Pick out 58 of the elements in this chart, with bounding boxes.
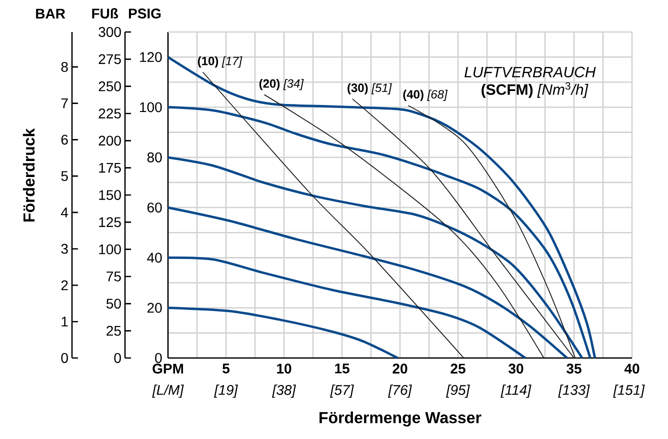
y2-tick-label: 0 [114, 353, 121, 363]
y3-axis-title: BAR [36, 8, 66, 18]
y3-tick-label: 1 [62, 316, 68, 326]
x2-tick-label: [38] [272, 384, 296, 398]
x-tick-label: 35 [566, 364, 582, 374]
x-tick-label: 20 [392, 364, 408, 374]
y2-tick-label: 100 [99, 244, 121, 254]
y-tick-label: 20 [147, 302, 162, 313]
y-tick-label: 0 [155, 353, 162, 363]
y2-tick-label: 225 [98, 108, 121, 118]
x-tick-label: 25 [450, 364, 466, 374]
y3-tick-label: 4 [60, 208, 68, 218]
y2-tick-label: 50 [106, 298, 121, 309]
y-tick-label: 40 [147, 252, 162, 263]
y3-tick-label: 3 [61, 244, 68, 254]
series-label: (40) [68] [403, 90, 448, 101]
y2-tick-label: 200 [98, 136, 121, 146]
series-label: (30) [51] [348, 83, 392, 94]
x2-tick-label: [95] [446, 384, 470, 398]
y2-tick-label: 150 [99, 190, 121, 200]
y2-tick-label: 25 [106, 326, 121, 336]
y3-tick-label: 5 [61, 171, 68, 181]
x-tick-label: 15 [335, 364, 350, 374]
x2-tick-label: [114] [500, 384, 532, 398]
x-tick-label: 40 [624, 364, 640, 374]
y3-tick-label: 7 [61, 98, 68, 108]
series-label: (20) [34] [259, 78, 304, 90]
x-tick-label: 30 [508, 364, 524, 374]
x-axis-title: Fördermenge Wasser [320, 412, 482, 427]
x2-tick-label: [19] [214, 384, 238, 398]
y-tick-label: 80 [147, 152, 162, 162]
y3-tick-label: 8 [61, 62, 68, 72]
x2-tick-label: [L/M] [152, 384, 184, 398]
y2-tick-label: 300 [98, 27, 121, 37]
text: Förderdruck [22, 128, 35, 222]
series-label: (10) [17] [198, 56, 242, 68]
x2-tick-label: [57] [330, 384, 354, 398]
y2-tick-label: 175 [99, 162, 121, 173]
y3-tick-label: 2 [61, 280, 68, 290]
y2-tick-label: 250 [98, 81, 121, 92]
annotation: LUFTVERBRAUCH [464, 66, 596, 78]
x2-tick-label: [133] [558, 384, 590, 398]
y-tick-label: 60 [147, 202, 162, 212]
x-tick-label: 10 [277, 364, 292, 374]
y2-tick-label: 275 [98, 54, 121, 64]
x2-tick-label: [76] [388, 384, 412, 398]
y2-tick-label: 125 [99, 217, 121, 228]
y-tick-label: 120 [140, 52, 162, 62]
y-tick-label: 100 [140, 102, 162, 112]
x-tick-label: GPM [152, 364, 184, 374]
annotation: (SCFM) [Nm$^{3}$/h] [482, 82, 588, 98]
y-axis-title: PSIG [128, 8, 161, 18]
y2-axis-title: FUß [92, 8, 118, 18]
y3-tick-label: 0 [61, 353, 68, 363]
y3-tick-label: 6 [61, 134, 68, 145]
y2-tick-label: 75 [106, 272, 121, 282]
x-tick-label: 5 [222, 364, 230, 374]
x2-tick-label: [151] [613, 384, 645, 398]
